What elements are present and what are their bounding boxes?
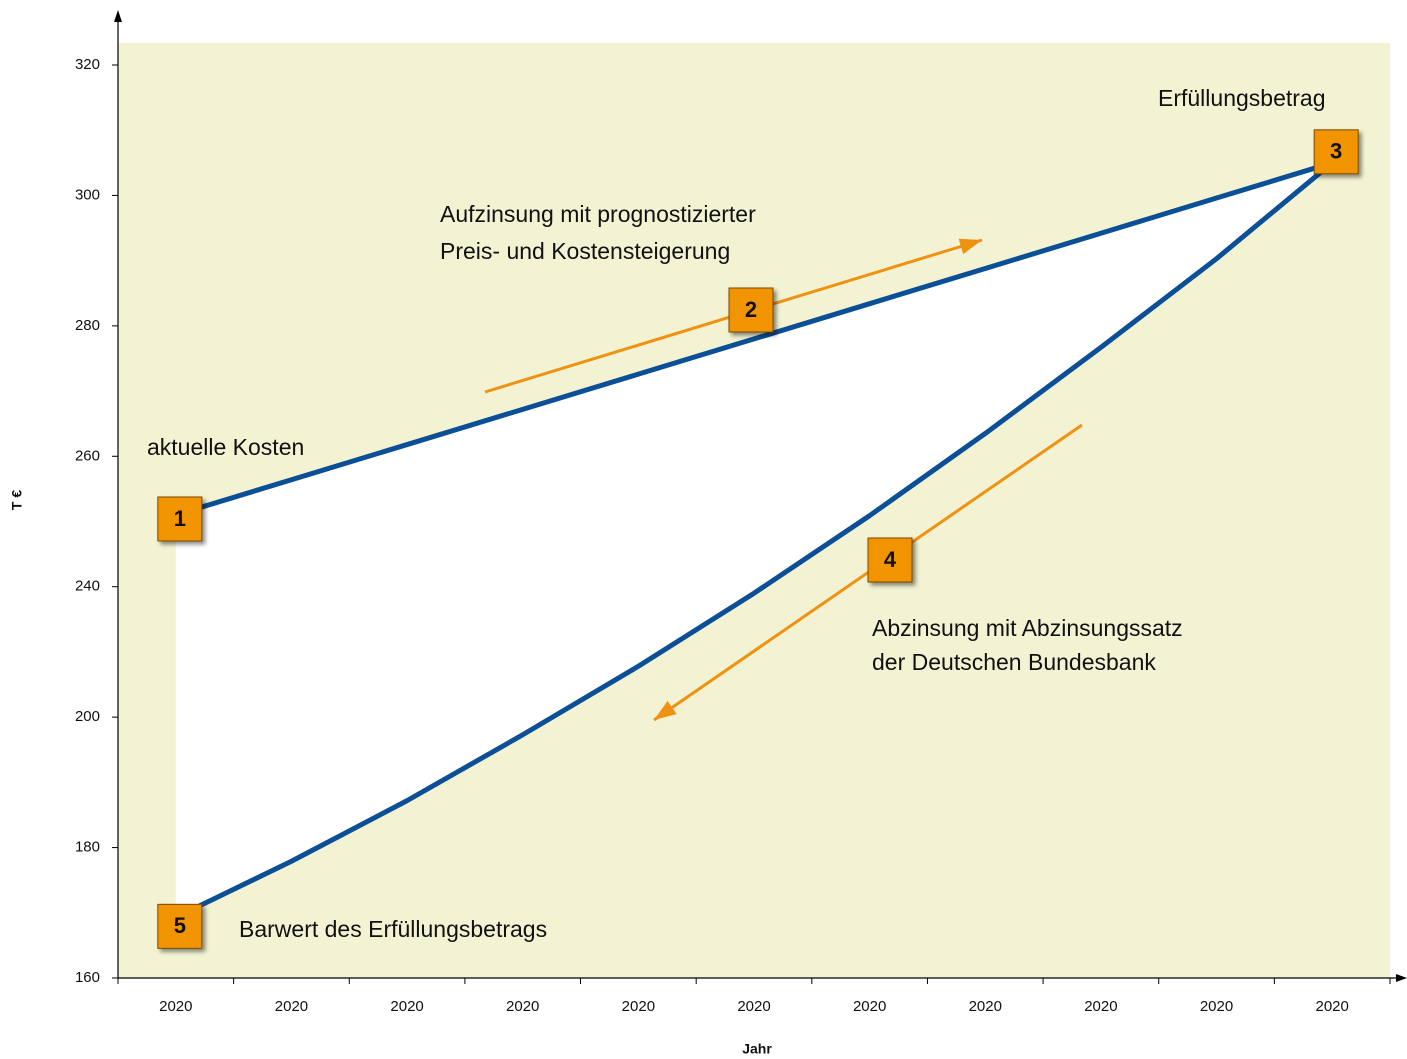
y-axis-title: T € bbox=[9, 490, 25, 510]
x-tick-label: 2020 bbox=[1315, 998, 1348, 1015]
y-tick-label: 280 bbox=[75, 317, 100, 334]
badge-label: 4 bbox=[884, 547, 897, 572]
x-tick-label: 2020 bbox=[1200, 998, 1233, 1015]
x-tick-label: 2020 bbox=[506, 998, 539, 1015]
x-tick-label: 2020 bbox=[275, 998, 308, 1015]
badge-label: 2 bbox=[745, 297, 757, 322]
y-tick-label: 320 bbox=[75, 56, 100, 73]
background-layer bbox=[118, 43, 1390, 978]
x-axis-title: Jahr bbox=[742, 1041, 772, 1057]
badge-label: 3 bbox=[1330, 139, 1342, 164]
y-tick-label: 300 bbox=[75, 186, 100, 203]
arrow-head bbox=[654, 700, 677, 720]
annotation-text: Preis- und Kostensteigerung bbox=[440, 238, 730, 264]
annotation-text: Erfüllungsbetrag bbox=[1158, 85, 1326, 111]
line-series bbox=[173, 160, 1335, 518]
area-between bbox=[175, 162, 1333, 918]
badge bbox=[157, 496, 203, 542]
badge bbox=[728, 287, 774, 333]
badge bbox=[157, 903, 203, 949]
x-tick-label: 2020 bbox=[159, 998, 192, 1015]
annotation-text: Abzinsung mit Abzinsungssatz bbox=[872, 615, 1183, 641]
line-series bbox=[173, 160, 1335, 920]
y-tick-label: 180 bbox=[75, 839, 100, 856]
x-tick-label: 2020 bbox=[969, 998, 1002, 1015]
arrow-head bbox=[958, 238, 982, 255]
annotation-text: Barwert des Erfüllungsbetrags bbox=[239, 916, 547, 942]
x-axis-arrow bbox=[1396, 974, 1407, 982]
badge-label: 1 bbox=[174, 506, 186, 531]
y-axis-arrow bbox=[114, 10, 122, 22]
badge-label: 5 bbox=[174, 913, 186, 938]
y-tick-label: 200 bbox=[75, 708, 100, 725]
y-tick-label: 160 bbox=[75, 969, 100, 986]
x-tick-label: 2020 bbox=[1084, 998, 1117, 1015]
badge bbox=[867, 537, 913, 583]
y-tick-label: 240 bbox=[75, 578, 100, 595]
x-tick-label: 2020 bbox=[390, 998, 423, 1015]
annotation-text: der Deutschen Bundesbank bbox=[872, 649, 1156, 675]
x-tick-label: 2020 bbox=[853, 998, 886, 1015]
annotation-text: aktuelle Kosten bbox=[147, 434, 304, 460]
x-tick-label: 2020 bbox=[622, 998, 655, 1015]
x-tick-label: 2020 bbox=[737, 998, 770, 1015]
badge bbox=[1313, 129, 1359, 175]
annotation-text: Aufzinsung mit prognostizierter bbox=[440, 201, 756, 227]
y-tick-label: 260 bbox=[75, 447, 100, 464]
